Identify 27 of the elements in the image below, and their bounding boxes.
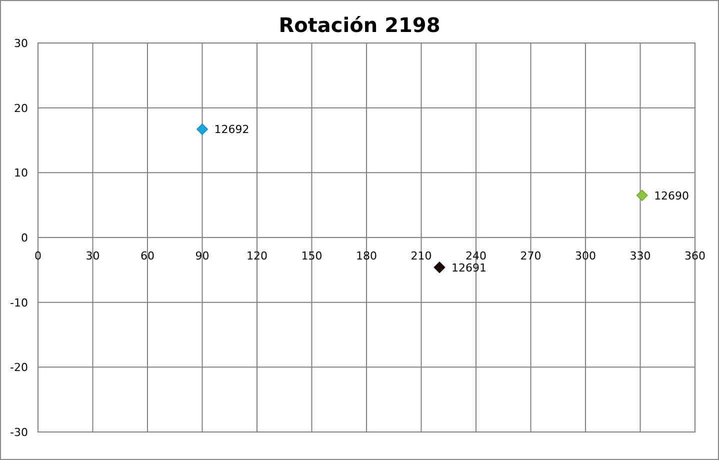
chart-title: Rotación 2198 bbox=[278, 13, 440, 37]
x-tick-label: 150 bbox=[301, 250, 322, 262]
point bbox=[434, 262, 446, 274]
y-tick-label: -30 bbox=[10, 426, 28, 439]
x-tick-label: 30 bbox=[86, 250, 100, 262]
x-tick-label: 120 bbox=[246, 250, 268, 262]
y-tick-label: -20 bbox=[10, 361, 28, 374]
x-tick-label: 210 bbox=[410, 250, 432, 262]
x-tick-label: 360 bbox=[684, 250, 706, 262]
y-tick-label: 20 bbox=[14, 102, 28, 115]
series-label: 12690 bbox=[654, 189, 690, 202]
point bbox=[196, 124, 208, 135]
series-label: 12691 bbox=[452, 261, 486, 274]
y-tick-label: -10 bbox=[10, 296, 28, 310]
y-tick-label: 30 bbox=[14, 37, 28, 50]
x-tick-label: 0 bbox=[34, 250, 42, 262]
x-tick-label: 60 bbox=[140, 250, 154, 262]
x-tick-label: 270 bbox=[520, 250, 542, 262]
x-tick-label: 300 bbox=[575, 250, 596, 262]
y-tick-label: 0 bbox=[21, 232, 28, 244]
x-tick-label: 180 bbox=[356, 250, 377, 262]
series-label: 12692 bbox=[214, 123, 250, 136]
x-tick-label: 90 bbox=[195, 250, 210, 262]
x-tick-label: 330 bbox=[630, 250, 651, 262]
y-tick-label: 10 bbox=[14, 166, 28, 180]
x-tick-label: 240 bbox=[466, 250, 486, 262]
point bbox=[636, 190, 648, 202]
